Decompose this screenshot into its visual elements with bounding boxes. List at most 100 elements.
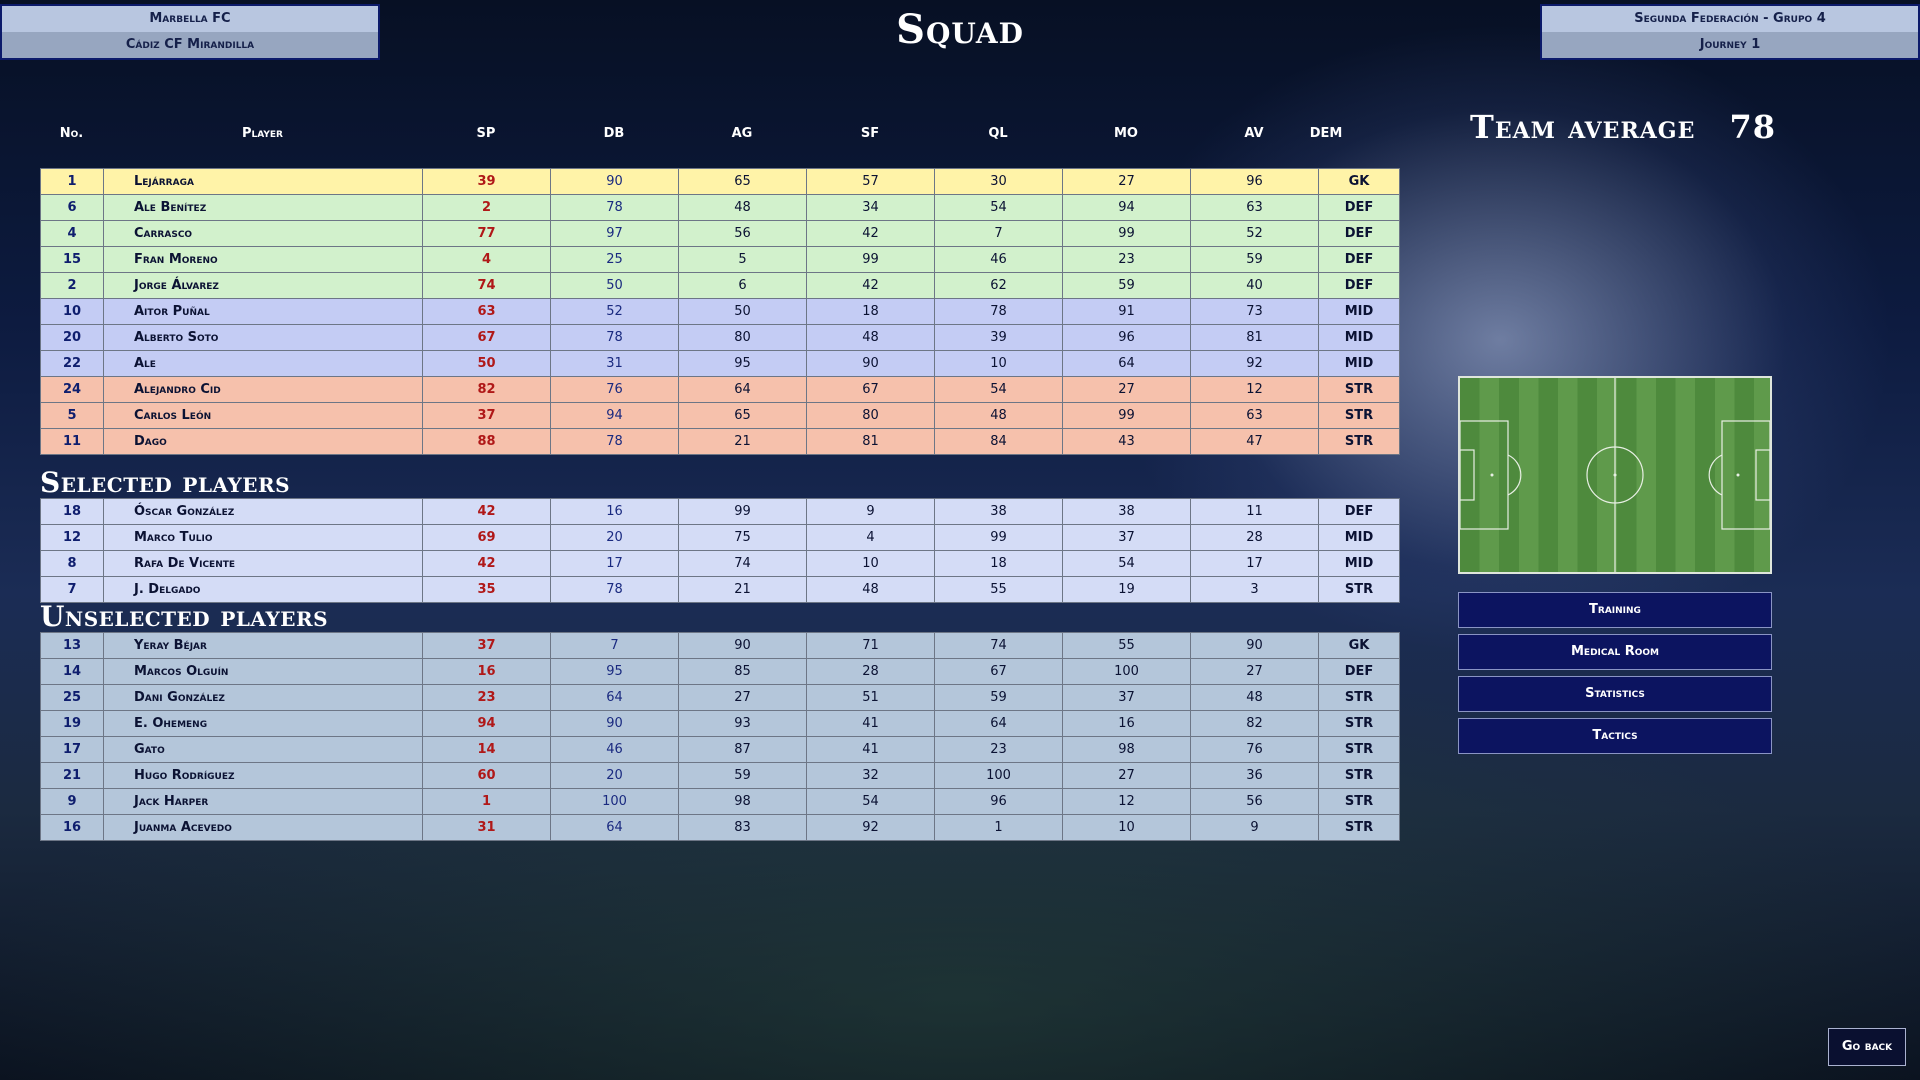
player-stat-sp: 67: [422, 324, 551, 351]
player-stat-mo: 27: [1062, 168, 1191, 195]
player-stat-ag: 85: [678, 658, 807, 685]
statistics-button[interactable]: Statistics: [1458, 676, 1772, 712]
player-row[interactable]: 5 Carlos León 37 94 65 80 48 99 63 STR: [40, 402, 1400, 429]
player-stat-ql: 48: [934, 402, 1063, 429]
player-position: STR: [1318, 736, 1400, 763]
col-header-sp: SP: [476, 126, 496, 141]
medical-room-button[interactable]: Medical Room: [1458, 634, 1772, 670]
player-row[interactable]: 9 Jack Harper 1 100 98 54 96 12 56 STR: [40, 788, 1400, 815]
player-stat-ql: 39: [934, 324, 1063, 351]
go-back-button[interactable]: Go back: [1828, 1028, 1906, 1066]
player-row[interactable]: 10 Aitor Puñal 63 52 50 18 78 91 73 MID: [40, 298, 1400, 325]
player-name: Marcos Olguín: [103, 658, 423, 685]
player-position: STR: [1318, 710, 1400, 737]
player-number: 24: [40, 376, 104, 403]
player-stat-mo: 59: [1062, 272, 1191, 299]
col-header-mo: MO: [1114, 126, 1138, 141]
player-stat-sp: 35: [422, 576, 551, 603]
player-row[interactable]: 14 Marcos Olguín 16 95 85 28 67 100 27 DEF: [40, 658, 1400, 685]
player-name: Carrasco: [103, 220, 423, 247]
player-row[interactable]: 24 Alejandro Cid 82 76 64 67 54 27 12 STR: [40, 376, 1400, 403]
player-name: E. Ohemeng: [103, 710, 423, 737]
team-average: Team average 78: [1470, 108, 1776, 146]
player-position: STR: [1318, 376, 1400, 403]
col-header-dem: DEM: [1309, 126, 1343, 141]
player-position: DEF: [1318, 246, 1400, 273]
player-name: Alejandro Cid: [103, 376, 423, 403]
selected-players-table: 18 Óscar González 42 16 99 9 38 38 11 DEF 12 Marco …: [40, 498, 1400, 603]
player-stat-db: 17: [550, 550, 679, 577]
player-position: MID: [1318, 324, 1400, 351]
player-stat-av: 59: [1190, 246, 1319, 273]
player-stat-av: 76: [1190, 736, 1319, 763]
page-title: Squad: [896, 6, 1024, 53]
player-row[interactable]: 25 Dani González 23 64 27 51 59 37 48 STR: [40, 684, 1400, 711]
player-stat-db: 25: [550, 246, 679, 273]
player-row[interactable]: 22 Ale 50 31 95 90 10 64 92 MID: [40, 350, 1400, 377]
player-row[interactable]: 2 Jorge Álvarez 74 50 6 42 62 59 40 DEF: [40, 272, 1400, 299]
player-stat-ql: 59: [934, 684, 1063, 711]
col-header-player: Player: [242, 126, 283, 141]
player-stat-sp: 42: [422, 498, 551, 525]
player-name: Gato: [103, 736, 423, 763]
player-position: STR: [1318, 814, 1400, 841]
player-number: 6: [40, 194, 104, 221]
player-position: STR: [1318, 684, 1400, 711]
pitch-formation-view[interactable]: [1458, 376, 1772, 574]
player-stat-av: 96: [1190, 168, 1319, 195]
player-stat-mo: 43: [1062, 428, 1191, 455]
training-button[interactable]: Training: [1458, 592, 1772, 628]
player-number: 11: [40, 428, 104, 455]
player-stat-sf: 71: [806, 632, 935, 659]
player-stat-sf: 42: [806, 272, 935, 299]
player-number: 8: [40, 550, 104, 577]
player-stat-sp: 16: [422, 658, 551, 685]
player-stat-sf: 92: [806, 814, 935, 841]
player-row[interactable]: 13 Yeray Béjar 37 7 90 71 74 55 90 GK: [40, 632, 1400, 659]
player-stat-ag: 87: [678, 736, 807, 763]
player-row[interactable]: 15 Fran Moreno 4 25 5 99 46 23 59 DEF: [40, 246, 1400, 273]
player-row[interactable]: 7 J. Delgado 35 78 21 48 55 19 3 STR: [40, 576, 1400, 603]
player-row[interactable]: 20 Alberto Soto 67 78 80 48 39 96 81 MID: [40, 324, 1400, 351]
col-header-db: DB: [603, 126, 625, 141]
player-row[interactable]: 16 Juanma Acevedo 31 64 83 92 1 10 9 STR: [40, 814, 1400, 841]
player-stat-mo: 27: [1062, 376, 1191, 403]
player-stat-ql: 38: [934, 498, 1063, 525]
player-stat-sp: 2: [422, 194, 551, 221]
player-name: Carlos León: [103, 402, 423, 429]
player-position: GK: [1318, 168, 1400, 195]
player-row[interactable]: 4 Carrasco 77 97 56 42 7 99 52 DEF: [40, 220, 1400, 247]
player-stat-ql: 1: [934, 814, 1063, 841]
player-stat-db: 7: [550, 632, 679, 659]
player-position: MID: [1318, 298, 1400, 325]
player-stat-db: 90: [550, 710, 679, 737]
player-name: Alberto Soto: [103, 324, 423, 351]
player-stat-sp: 23: [422, 684, 551, 711]
player-row[interactable]: 12 Marco Tulio 69 20 75 4 99 37 28 MID: [40, 524, 1400, 551]
player-stat-ag: 75: [678, 524, 807, 551]
player-row[interactable]: 1 Lejárraga 39 90 65 57 30 27 96 GK: [40, 168, 1400, 195]
player-stat-av: 28: [1190, 524, 1319, 551]
player-stat-av: 17: [1190, 550, 1319, 577]
player-name: J. Delgado: [103, 576, 423, 603]
player-row[interactable]: 18 Óscar González 42 16 99 9 38 38 11 DEF: [40, 498, 1400, 525]
player-position: STR: [1318, 576, 1400, 603]
player-row[interactable]: 6 Ale Benítez 2 78 48 34 54 94 63 DEF: [40, 194, 1400, 221]
player-stat-sf: 99: [806, 246, 935, 273]
player-stat-ql: 78: [934, 298, 1063, 325]
player-row[interactable]: 19 E. Ohemeng 94 90 93 41 64 16 82 STR: [40, 710, 1400, 737]
player-row[interactable]: 8 Rafa De Vicente 42 17 74 10 18 54 17 MID: [40, 550, 1400, 577]
player-row[interactable]: 17 Gato 14 46 87 41 23 98 76 STR: [40, 736, 1400, 763]
team-average-label: Team average: [1470, 108, 1696, 146]
tactics-button[interactable]: Tactics: [1458, 718, 1772, 754]
player-stat-ql: 10: [934, 350, 1063, 377]
player-row[interactable]: 11 Dago 88 78 21 81 84 43 47 STR: [40, 428, 1400, 455]
player-number: 18: [40, 498, 104, 525]
col-header-ql: QL: [988, 126, 1008, 141]
player-row[interactable]: 21 Hugo Rodríguez 60 20 59 32 100 27 36 STR: [40, 762, 1400, 789]
player-stat-mo: 91: [1062, 298, 1191, 325]
player-stat-sf: 34: [806, 194, 935, 221]
player-stat-db: 95: [550, 658, 679, 685]
player-number: 9: [40, 788, 104, 815]
player-stat-ag: 90: [678, 632, 807, 659]
